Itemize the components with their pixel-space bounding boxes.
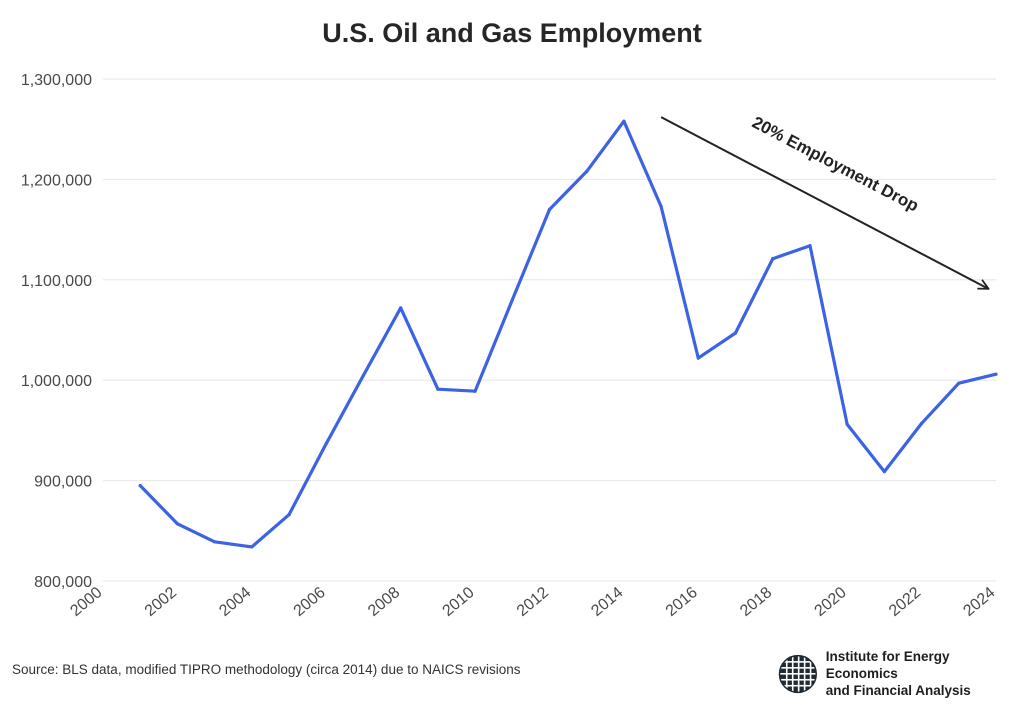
- data-point: [175, 522, 180, 526]
- y-tick-label: 1,000,000: [21, 373, 92, 390]
- gridlines: [103, 78, 996, 582]
- data-point: [547, 207, 552, 212]
- data-point: [808, 244, 812, 248]
- globe-logo-icon: [778, 654, 817, 693]
- x-axis-ticks: 2000 2002 2004 2006 2008 2010 2012 2014 2016 2018…: [67, 584, 998, 620]
- data-point: [882, 469, 886, 474]
- x-tick-label: 2018: [737, 584, 775, 620]
- data-point: [845, 422, 849, 426]
- data-point: [771, 257, 775, 261]
- x-tick-label: 2012: [514, 584, 552, 620]
- y-tick-label: 800,000: [34, 574, 92, 591]
- annotation-label: 20% Employment Drop: [749, 113, 922, 216]
- x-tick-label: 2014: [588, 584, 626, 620]
- data-point: [399, 306, 403, 310]
- chart-title: U.S. Oil and Gas Employment: [322, 18, 702, 48]
- data-point: [138, 484, 142, 488]
- annotation-arrow: [660, 116, 988, 289]
- data-point: [473, 389, 477, 393]
- data-point: [659, 204, 663, 209]
- x-tick-label: 2020: [812, 584, 850, 620]
- data-point: [510, 298, 514, 302]
- x-tick-label: 2004: [216, 584, 254, 620]
- x-tick-label: 2022: [886, 584, 924, 620]
- y-axis-ticks: 800,000 900,000 1,000,000 1,100,000 1,200,00…: [21, 72, 92, 591]
- y-tick-label: 1,300,000: [21, 72, 92, 89]
- data-point: [250, 545, 254, 549]
- brand-name: Institute for Energy Economics and Finan…: [826, 648, 1024, 699]
- data-point: [733, 331, 738, 335]
- data-point: [994, 372, 998, 376]
- data-point: [213, 540, 217, 544]
- y-tick-label: 1,100,000: [21, 273, 92, 290]
- data-point: [622, 119, 626, 123]
- y-tick-label: 1,200,000: [21, 172, 92, 189]
- data-point: [436, 387, 440, 391]
- data-point: [361, 373, 366, 377]
- data-point: [287, 513, 291, 517]
- x-tick-label: 2002: [142, 584, 180, 620]
- brand-line-2: and Financial Analysis: [825, 683, 971, 698]
- data-point: [919, 421, 924, 425]
- x-tick-label: 2008: [365, 584, 403, 620]
- x-tick-label: 2006: [291, 584, 329, 620]
- brand-block: Institute for Energy Economics and Finan…: [778, 648, 1024, 699]
- x-tick-label: 2016: [663, 584, 701, 620]
- y-tick-label: 900,000: [34, 474, 92, 491]
- x-tick-label: 2010: [439, 584, 477, 620]
- data-point: [696, 356, 700, 360]
- x-tick-label: 2024: [960, 584, 998, 620]
- data-point: [585, 169, 589, 173]
- data-points: [138, 119, 998, 549]
- data-point: [324, 441, 328, 446]
- series-line: [138, 119, 998, 549]
- data-point: [957, 381, 961, 385]
- brand-line-1: Institute for Energy Economics: [825, 649, 950, 681]
- source-note: Source: BLS data, modified TIPRO methodo…: [12, 662, 521, 677]
